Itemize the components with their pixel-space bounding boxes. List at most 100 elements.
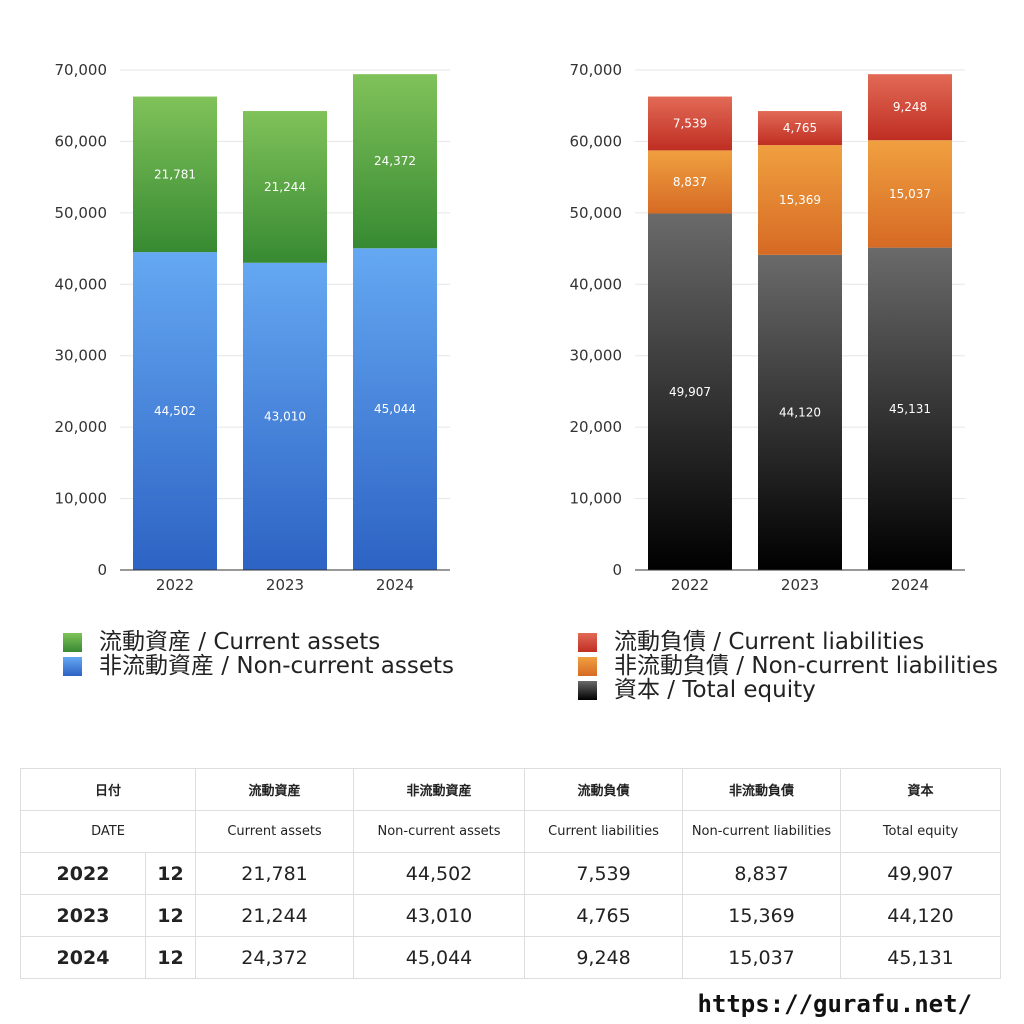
x-tick-label: 2023: [266, 576, 304, 594]
legend-label: 資本 / Total equity: [614, 677, 816, 703]
cell-year: 2023: [20, 894, 146, 937]
data-label: 4,765: [783, 121, 817, 135]
cell-noncurrent-liabilities: 8,837: [682, 852, 842, 895]
x-tick-label: 2022: [671, 576, 709, 594]
y-tick-label: 20,000: [570, 418, 623, 436]
cell-equity: 49,907: [840, 852, 1002, 895]
cell-current-liabilities: 7,539: [524, 852, 684, 895]
y-tick-label: 40,000: [55, 275, 108, 293]
bar-segment: [868, 247, 952, 570]
legend-item-current-assets: 流動資産 / Current assets: [63, 630, 454, 654]
data-label: 21,244: [264, 180, 306, 194]
legend-item-noncurrent-assets: 非流動資産 / Non-current assets: [63, 654, 454, 678]
cell-noncurrent-assets: 45,044: [353, 936, 526, 979]
cell-equity: 44,120: [840, 894, 1002, 937]
bar-segment: [758, 254, 842, 570]
table-row: 2024 12 24,372 45,044 9,248 15,037 45,13…: [20, 936, 1002, 979]
liabilities-chart: 0 10,000 20,000 30,000 40,000 50,000 60,000 70,…: [570, 61, 965, 594]
cell-month: 12: [144, 936, 197, 979]
data-label: 45,131: [889, 402, 931, 416]
legend-swatch: [578, 680, 597, 700]
y-tick-label: 30,000: [570, 347, 623, 365]
y-tick-label: 20,000: [55, 418, 108, 436]
legend-swatch: [578, 656, 597, 676]
table-row: 2022 12 21,781 44,502 7,539 8,837 49,907: [20, 852, 1002, 895]
y-tick-label: 70,000: [570, 61, 623, 79]
cell-current-liabilities: 4,765: [524, 894, 684, 937]
header-current-assets-en: Current assets: [195, 810, 355, 853]
data-label: 15,037: [889, 187, 931, 201]
cell-current-liabilities: 9,248: [524, 936, 684, 979]
data-label: 24,372: [374, 154, 416, 168]
bar-segment: [758, 145, 842, 255]
header-noncurrent-assets-en: Non-current assets: [353, 810, 526, 853]
bar-segment: [243, 262, 327, 570]
header-current-assets-jp: 流動資産: [195, 768, 355, 811]
assets-chart: 0 10,000 20,000 30,000 40,000 50,000 60,000 70,…: [55, 61, 450, 594]
header-equity-jp: 資本: [840, 768, 1002, 811]
legend-label: 非流動負債 / Non-current liabilities: [614, 653, 998, 679]
data-label: 8,837: [673, 175, 707, 189]
x-tick-label: 2024: [891, 576, 929, 594]
cell-current-assets: 24,372: [195, 936, 355, 979]
bar-segment: [648, 150, 732, 214]
header-current-liabilities-en: Current liabilities: [524, 810, 684, 853]
legend-item-current-liabilities: 流動負債 / Current liabilities: [578, 630, 998, 654]
cell-current-assets: 21,244: [195, 894, 355, 937]
bar-segment: [648, 213, 732, 570]
legend-swatch: [63, 656, 82, 676]
cell-month: 12: [144, 852, 197, 895]
cell-noncurrent-assets: 44,502: [353, 852, 526, 895]
header-noncurrent-liabilities-en: Non-current liabilities: [682, 810, 842, 853]
legend-label: 非流動資産 / Non-current assets: [99, 653, 455, 679]
x-tick-label: 2023: [781, 576, 819, 594]
cell-month: 12: [144, 894, 197, 937]
header-current-liabilities-jp: 流動負債: [524, 768, 684, 811]
header-date-jp: 日付: [19, 768, 197, 811]
bar-segment: [133, 96, 217, 253]
y-tick-label: 60,000: [55, 132, 108, 150]
y-tick-label: 30,000: [55, 347, 108, 365]
liabilities-legend: 流動負債 / Current liabilities 非流動負債 / Non-c…: [578, 630, 998, 702]
y-tick-label: 50,000: [570, 204, 623, 222]
header-noncurrent-liabilities-jp: 非流動負債: [682, 768, 842, 811]
header-date-en: DATE: [19, 810, 197, 853]
y-tick-label: 60,000: [570, 132, 623, 150]
bar-segment: [243, 111, 327, 263]
data-label: 49,907: [669, 385, 711, 399]
header-equity-en: Total equity: [840, 810, 1002, 853]
data-label: 44,502: [154, 404, 196, 418]
bar-segment: [868, 74, 952, 141]
cell-year: 2022: [20, 852, 146, 895]
y-tick-label: 50,000: [55, 204, 108, 222]
x-tick-label: 2022: [156, 576, 194, 594]
data-label: 43,010: [264, 409, 306, 423]
data-label: 7,539: [673, 116, 707, 130]
data-label: 21,781: [154, 167, 196, 181]
bar-segment: [868, 140, 952, 248]
x-tick-label: 2024: [376, 576, 414, 594]
cell-current-assets: 21,781: [195, 852, 355, 895]
bar-segment: [758, 111, 842, 146]
balance-sheet-table: 日付 流動資産 非流動資産 流動負債 非流動負債 資本 DATE Current…: [19, 768, 1002, 979]
bar-segment: [353, 248, 437, 570]
assets-legend: 流動資産 / Current assets 非流動資産 / Non-curren…: [63, 630, 454, 678]
data-label: 45,044: [374, 402, 416, 416]
legend-item-total-equity: 資本 / Total equity: [578, 678, 998, 702]
bar-segment: [133, 252, 217, 570]
site-url[interactable]: https://gurafu.net/: [697, 990, 972, 1018]
bar-segment: [648, 96, 732, 151]
y-tick-label: 0: [97, 561, 107, 579]
data-label: 15,369: [779, 193, 821, 207]
table-row: 2023 12 21,244 43,010 4,765 15,369 44,12…: [20, 894, 1002, 937]
bar-segment: [353, 74, 437, 249]
legend-item-noncurrent-liabilities: 非流動負債 / Non-current liabilities: [578, 654, 998, 678]
cell-equity: 45,131: [840, 936, 1002, 979]
cell-noncurrent-liabilities: 15,369: [682, 894, 842, 937]
legend-swatch: [578, 632, 597, 652]
legend-label: 流動資産 / Current assets: [99, 629, 381, 655]
cell-noncurrent-assets: 43,010: [353, 894, 526, 937]
legend-label: 流動負債 / Current liabilities: [614, 629, 925, 655]
cell-year: 2024: [20, 936, 146, 979]
table-header-row-jp: 日付 流動資産 非流動資産 流動負債 非流動負債 資本: [19, 768, 1002, 811]
